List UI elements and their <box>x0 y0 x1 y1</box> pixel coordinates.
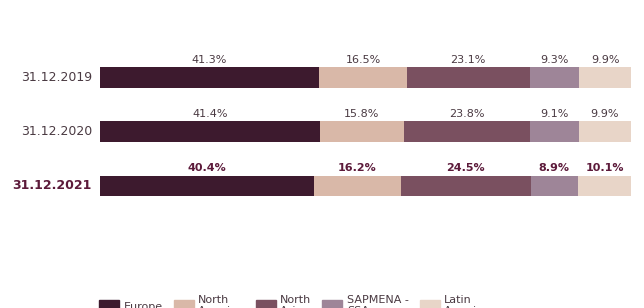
Bar <box>100 67 319 88</box>
Text: 31.12.2019: 31.12.2019 <box>21 71 92 84</box>
Text: 10.1%: 10.1% <box>585 163 624 173</box>
Bar <box>319 67 407 88</box>
Text: 9.1%: 9.1% <box>540 109 569 119</box>
Text: 41.3%: 41.3% <box>192 55 227 65</box>
Text: 31.12.2021: 31.12.2021 <box>12 179 92 192</box>
Bar <box>531 176 578 196</box>
Text: 23.1%: 23.1% <box>451 55 486 65</box>
Bar <box>320 121 404 142</box>
Bar <box>578 121 631 142</box>
Bar <box>100 121 320 142</box>
Bar <box>314 176 401 196</box>
Text: 31.12.2020: 31.12.2020 <box>21 125 92 138</box>
Bar <box>530 121 578 142</box>
Text: 8.9%: 8.9% <box>539 163 570 173</box>
Text: 15.8%: 15.8% <box>344 109 379 119</box>
Text: 40.4%: 40.4% <box>188 163 227 173</box>
Text: 9.3%: 9.3% <box>540 55 569 65</box>
Text: 16.5%: 16.5% <box>345 55 381 65</box>
Bar <box>100 176 314 196</box>
Bar <box>579 67 632 88</box>
Text: 41.4%: 41.4% <box>192 109 227 119</box>
Text: 9.9%: 9.9% <box>591 109 619 119</box>
Text: 16.2%: 16.2% <box>338 163 377 173</box>
Text: 9.9%: 9.9% <box>591 55 620 65</box>
Text: 23.8%: 23.8% <box>450 109 485 119</box>
Legend: Europe, North
America, North
Asia, SAPMENA -
SSA, Latin
America: Europe, North America, North Asia, SAPME… <box>95 290 495 308</box>
Bar <box>407 67 529 88</box>
Text: 24.5%: 24.5% <box>446 163 485 173</box>
Bar <box>404 121 530 142</box>
Bar <box>578 176 632 196</box>
Bar <box>529 67 579 88</box>
Bar <box>401 176 531 196</box>
